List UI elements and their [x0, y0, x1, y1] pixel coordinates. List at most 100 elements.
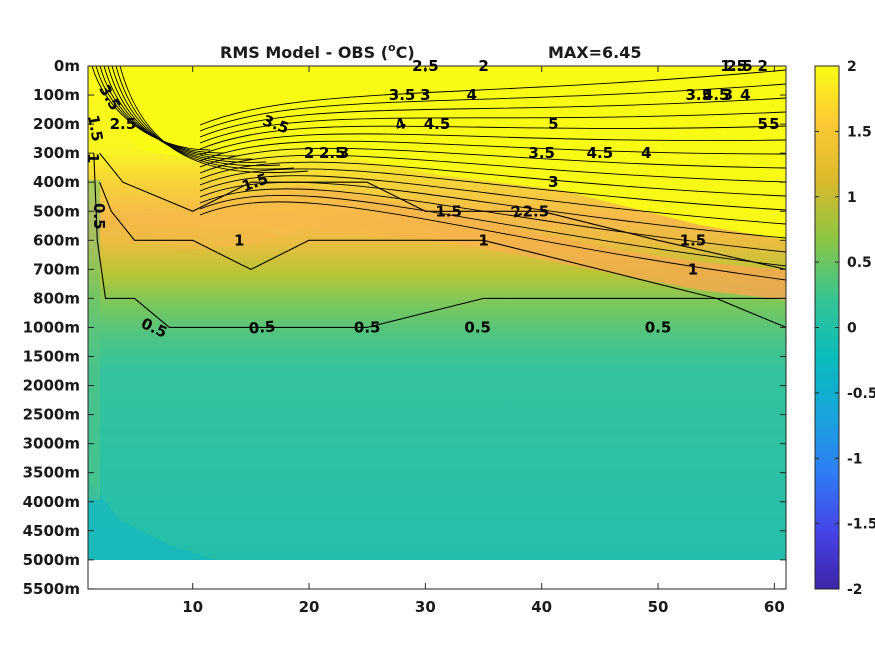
upper-left-contour — [95, 66, 225, 154]
contour-label: 4 — [740, 86, 750, 104]
contour-label: 3 — [420, 86, 430, 104]
contour-label: 1 — [234, 231, 244, 249]
deep-cool-patch — [88, 480, 215, 560]
colorbar-tick-label: -2 — [847, 582, 863, 598]
upper-contour — [199, 69, 786, 126]
upper-left-contour — [91, 66, 211, 151]
contour-label: 4.5 — [587, 144, 614, 162]
colorbar-ticks: 2 1.5 1 0.5 0 -0.5 -1 -1.5 -2 — [815, 59, 875, 598]
upper-contour — [199, 133, 786, 156]
y-tick-label: 600m — [33, 231, 80, 249]
x-tick-label: 20 — [299, 598, 320, 616]
upper-contour — [199, 154, 786, 183]
upper-left-contour — [119, 66, 309, 174]
contour-line-1 — [99, 181, 786, 299]
contour-label: 3 — [723, 86, 733, 104]
upper-contour — [199, 168, 786, 211]
contour-label: 3.5 — [685, 86, 712, 104]
y-axis: 0m 100m 200m 300m 400m 500m 600m 700m 800m 1000m 1… — [23, 57, 786, 598]
upper-contour — [199, 97, 786, 138]
contour-label: 2.5 — [523, 202, 550, 220]
contour-label: 3.5 — [528, 144, 555, 162]
contour-label: 3 — [339, 144, 349, 162]
y-tick-label: 0m — [54, 57, 80, 75]
upper-contour — [199, 111, 786, 144]
upper-contour — [199, 181, 786, 239]
contour-label: 1.5 — [680, 231, 707, 249]
y-tick-label: 400m — [33, 173, 80, 191]
heatmap-field — [88, 66, 786, 560]
y-tick-label: 4500m — [23, 522, 80, 540]
contour-label: 3.5 — [389, 86, 416, 104]
contour-label: 3 — [548, 173, 558, 191]
x-tick-label: 10 — [182, 598, 203, 616]
orange-band — [96, 160, 786, 300]
y-tick-label: 2500m — [23, 406, 80, 424]
colorbar-tick-label: -0.5 — [847, 386, 875, 402]
contour-label: 4 — [641, 144, 651, 162]
x-axis: 10 20 30 40 50 60 — [182, 66, 785, 616]
x-tick-label: 40 — [531, 598, 552, 616]
y-tick-label: 3000m — [23, 435, 80, 453]
contour-label: 4.5 — [703, 86, 730, 104]
contour-label: 4 — [467, 86, 477, 104]
contour-lines — [93, 152, 786, 328]
contour-line-0.5 — [93, 153, 786, 328]
contour-label: 0.5 — [90, 203, 108, 230]
colorbar-tick-label: 0.5 — [847, 255, 872, 271]
contour-label: 2.5 — [110, 115, 137, 133]
upper-contour — [199, 147, 786, 169]
contour-label: 5 — [548, 115, 558, 133]
upper-left-contour — [111, 66, 281, 167]
y-tick-label: 500m — [33, 202, 80, 220]
y-tick-label: 300m — [33, 144, 80, 162]
y-tick-label: 100m — [33, 86, 80, 104]
contour-label: 5 — [758, 115, 768, 133]
contour-label: 5 — [769, 115, 779, 133]
y-tick-label: 4000m — [23, 493, 80, 511]
upper-left-contour — [115, 66, 295, 170]
y-tick-label: 3500m — [23, 464, 80, 482]
x-tick-label: 30 — [415, 598, 436, 616]
y-tick-label: 800m — [33, 289, 80, 307]
contour-label: 1 — [478, 231, 488, 249]
y-tick-label: 200m — [33, 115, 80, 133]
contour-label: 4.5 — [424, 115, 451, 133]
colorbar-tick-label: -1 — [847, 451, 863, 467]
colorbar-tick-label: 0 — [847, 321, 857, 337]
contour-line-1.5 — [99, 152, 786, 270]
contour-label: 1 — [688, 260, 698, 278]
upper-contour — [199, 125, 786, 150]
contour-label: 2.5 — [319, 144, 346, 162]
x-tick-label: 50 — [648, 598, 669, 616]
upper-contour — [199, 188, 786, 253]
contour-label: 0.5 — [464, 318, 491, 336]
contour-label: 1.5 — [435, 202, 462, 220]
contour-label: 1.5 — [84, 114, 106, 143]
colorbar-tick-label: 1 — [847, 190, 857, 206]
y-tick-label: 5500m — [23, 580, 80, 598]
y-tick-label: 5000m — [23, 551, 80, 569]
contour-label: 2 — [304, 144, 314, 162]
x-tick-label: 60 — [764, 598, 785, 616]
contour-label: 0.5 — [248, 317, 276, 337]
upper-contour — [199, 175, 786, 225]
contour-label: 0.5 — [645, 318, 672, 336]
upper-contour-lines — [91, 66, 786, 281]
upper-contour — [199, 140, 786, 162]
upper-contour — [199, 83, 786, 132]
chart-title: RMS Model - OBS (oC) — [220, 41, 415, 62]
y-tick-label: 700m — [33, 260, 80, 278]
colorbar-tick-label: 2 — [847, 59, 857, 75]
contour-label: 1 — [84, 153, 102, 163]
y-tick-label: 2000m — [23, 377, 80, 395]
y-tick-label: 1500m — [23, 348, 80, 366]
colorbar-tick-label: -1.5 — [847, 517, 875, 533]
colorbar-tick-label: 1.5 — [847, 124, 872, 140]
contour-label: 0.5 — [354, 318, 381, 336]
upper-contour — [199, 194, 786, 267]
upper-contour — [199, 161, 786, 197]
max-label: MAX=6.45 — [548, 43, 642, 62]
